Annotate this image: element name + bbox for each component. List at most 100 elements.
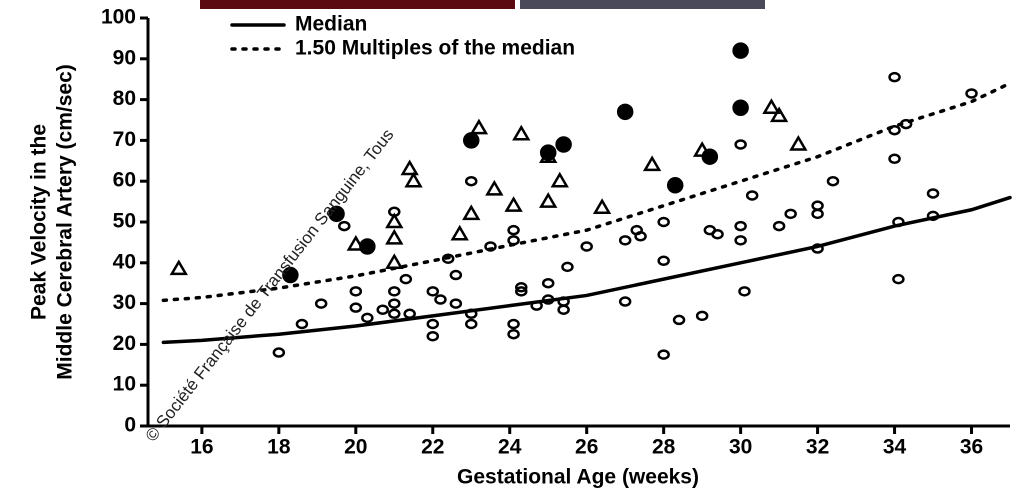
y-axis-label: Middle Cerebral Artery (cm/sec) bbox=[54, 64, 77, 380]
open-point bbox=[826, 175, 840, 187]
open-point bbox=[888, 71, 901, 83]
x-tick-label: 26 bbox=[575, 436, 598, 459]
open-point bbox=[888, 153, 901, 165]
filled-point bbox=[732, 42, 749, 59]
x-tick-label: 32 bbox=[806, 436, 829, 459]
x-tick-label: 28 bbox=[652, 436, 676, 459]
open-point bbox=[426, 330, 440, 342]
open-point bbox=[338, 220, 351, 232]
triangle-point bbox=[769, 106, 789, 123]
open-point bbox=[349, 302, 363, 313]
triangle-point bbox=[539, 147, 558, 163]
open-point bbox=[892, 216, 905, 228]
open-point bbox=[580, 241, 593, 252]
watermark: © Société Française de Transfusion Sangu… bbox=[142, 125, 398, 445]
filled-point bbox=[463, 132, 480, 149]
triangle-point bbox=[692, 141, 712, 157]
x-tick-label: 22 bbox=[421, 436, 444, 459]
open-point bbox=[657, 216, 670, 228]
open-point bbox=[926, 188, 940, 199]
open-point bbox=[888, 124, 901, 136]
open-point bbox=[314, 298, 328, 309]
open-point bbox=[965, 88, 978, 99]
open-point bbox=[449, 298, 463, 309]
open-point bbox=[634, 231, 647, 242]
triangle-point bbox=[469, 118, 489, 135]
open-point bbox=[784, 208, 797, 220]
open-point bbox=[449, 269, 463, 281]
triangle-point bbox=[550, 171, 569, 188]
open-point bbox=[399, 273, 413, 285]
y-tick-label: 20 bbox=[113, 332, 136, 355]
triangle-point bbox=[642, 155, 662, 172]
y-tick-label: 40 bbox=[113, 250, 136, 273]
open-point bbox=[672, 314, 686, 326]
open-point bbox=[465, 175, 478, 187]
legend-label: Median bbox=[295, 13, 367, 36]
open-point bbox=[530, 300, 543, 311]
open-point bbox=[561, 261, 574, 273]
open-point bbox=[695, 310, 709, 322]
open-point bbox=[361, 312, 374, 324]
y-axis-label: Peak Velocity in the bbox=[28, 124, 51, 320]
open-point bbox=[557, 304, 570, 315]
open-point bbox=[388, 298, 401, 309]
triangle-point bbox=[539, 192, 558, 208]
open-point bbox=[811, 200, 824, 211]
open-point bbox=[388, 286, 401, 297]
triangle-point bbox=[450, 224, 469, 241]
open-point bbox=[426, 286, 440, 297]
triangle-point bbox=[485, 179, 504, 196]
y-tick-label: 0 bbox=[124, 414, 136, 437]
x-tick-label: 34 bbox=[883, 436, 907, 459]
x-tick-label: 20 bbox=[344, 436, 367, 459]
triangle-point bbox=[762, 98, 781, 115]
open-point bbox=[465, 318, 478, 330]
open-point bbox=[349, 286, 363, 297]
open-point bbox=[557, 296, 570, 307]
open-point bbox=[926, 210, 940, 222]
filled-point bbox=[732, 99, 749, 117]
open-point bbox=[295, 318, 309, 330]
open-point bbox=[711, 228, 724, 240]
y-tick-label: 30 bbox=[113, 291, 136, 314]
open-point bbox=[738, 286, 751, 297]
triangle-point bbox=[400, 159, 419, 176]
open-point bbox=[541, 277, 555, 289]
open-point bbox=[465, 308, 478, 320]
triangle-point bbox=[346, 234, 365, 251]
open-point bbox=[434, 294, 447, 305]
open-point bbox=[388, 206, 401, 218]
x-tick-label: 18 bbox=[267, 436, 291, 459]
open-point bbox=[899, 118, 913, 130]
triangle-point bbox=[385, 228, 404, 245]
filled-point bbox=[282, 266, 299, 284]
legend-label: 1.50 Multiples of the median bbox=[295, 37, 575, 60]
open-point bbox=[618, 296, 632, 307]
triangle-point bbox=[404, 171, 423, 188]
open-point bbox=[772, 220, 786, 232]
y-tick-label: 80 bbox=[113, 87, 136, 110]
open-point bbox=[272, 347, 286, 358]
open-point bbox=[745, 190, 759, 201]
open-point bbox=[441, 253, 455, 264]
filled-point bbox=[616, 103, 634, 121]
series-line bbox=[161, 81, 1012, 303]
photo-strip bbox=[200, 0, 515, 9]
open-point bbox=[541, 294, 555, 305]
triangle-point bbox=[462, 204, 481, 221]
y-tick-label: 70 bbox=[113, 128, 136, 151]
photo-strip bbox=[520, 0, 765, 9]
x-axis-label: Gestational Age (weeks) bbox=[457, 466, 699, 489]
open-point bbox=[811, 208, 824, 220]
y-tick-label: 50 bbox=[113, 210, 136, 233]
open-point bbox=[507, 224, 520, 236]
open-point bbox=[515, 286, 528, 297]
filled-point bbox=[666, 177, 684, 194]
open-point bbox=[403, 308, 416, 320]
open-point bbox=[811, 243, 824, 254]
open-point bbox=[734, 235, 747, 246]
open-point bbox=[515, 282, 528, 293]
open-point bbox=[507, 235, 520, 246]
